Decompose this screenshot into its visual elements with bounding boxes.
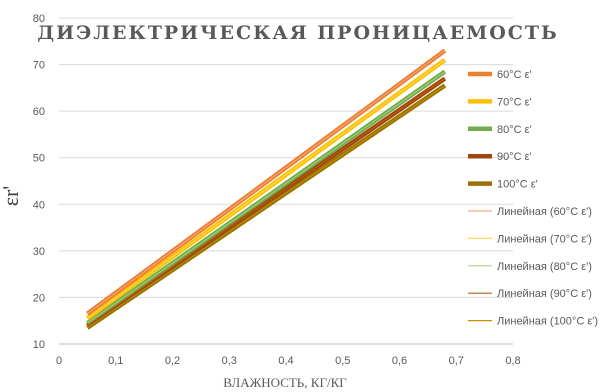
x-tick-label: 0,2 — [165, 355, 180, 367]
legend-item: Линейная (100°C ε') — [468, 316, 598, 328]
x-tick-label: 0 — [56, 355, 62, 367]
series-lines — [86, 48, 447, 330]
y-axis-label-text: εr' — [0, 186, 23, 207]
y-tick-label: 60 — [33, 106, 45, 118]
chart-title: ДИЭЛЕКТРИЧЕСКАЯ ПРОНИЦАЕМОСТЬ — [37, 22, 559, 44]
legend-label: 100°C ε' — [497, 179, 538, 191]
legend-label: Линейная (100°C ε') — [497, 316, 598, 328]
x-tick-label: 0,8 — [505, 355, 520, 367]
trendline — [87, 71, 446, 324]
y-tick-label: 30 — [33, 246, 45, 258]
legend-item: 100°C ε' — [468, 179, 538, 191]
trendline — [87, 50, 446, 315]
y-tick-label: 10 — [33, 339, 45, 351]
y-tick-label: 70 — [33, 60, 45, 72]
y-tick-label: 20 — [33, 292, 45, 304]
legend-label: Линейная (70°C ε') — [497, 233, 592, 245]
legend-label: 70°C ε' — [497, 96, 532, 108]
x-tick-label: 0,7 — [449, 355, 464, 367]
legend-item: 70°C ε' — [468, 96, 532, 108]
y-tick-label: 80 — [33, 13, 45, 25]
x-tick-label: 0,6 — [392, 355, 407, 367]
trendline — [87, 59, 446, 319]
legend-item: Линейная (70°C ε') — [468, 233, 592, 245]
legend-item: Линейная (80°C ε') — [468, 261, 592, 273]
legend-item: Линейная (60°C ε') — [468, 206, 592, 218]
axes: 10 20 30 40 50 60 70 80 0 0,1 0,2 0,3 0,4 0,5 0,6 0,7 0,… — [33, 13, 521, 367]
legend: 60°C ε' 70°C ε' 80°C ε' 90°C ε' 100°C ε' Лине… — [468, 69, 598, 328]
x-tick-label: 0,3 — [222, 355, 237, 367]
legend-item: 90°C ε' — [468, 151, 532, 163]
legend-label: 60°C ε' — [497, 69, 532, 81]
x-axis-label: ВЛАЖНОСТЬ, КГ/КГ — [223, 375, 347, 390]
x-tick-label: 0,1 — [108, 355, 123, 367]
y-tick-label: 40 — [33, 199, 45, 211]
legend-label: 80°C ε' — [497, 124, 532, 136]
trendline — [87, 85, 446, 329]
legend-item: Линейная (90°C ε') — [468, 288, 592, 300]
x-tick-label: 0,4 — [278, 355, 293, 367]
legend-label: Линейная (90°C ε') — [497, 288, 592, 300]
y-tick-label: 50 — [33, 153, 45, 165]
x-tick-label: 0,5 — [335, 355, 350, 367]
legend-label: Линейная (80°C ε') — [497, 261, 592, 273]
legend-label: 90°C ε' — [497, 151, 532, 163]
legend-label: Линейная (60°C ε') — [497, 206, 592, 218]
y-axis-label: εr' — [0, 186, 23, 207]
legend-item: 80°C ε' — [468, 124, 532, 136]
trendline — [87, 78, 446, 326]
legend-item: 60°C ε' — [468, 69, 532, 81]
